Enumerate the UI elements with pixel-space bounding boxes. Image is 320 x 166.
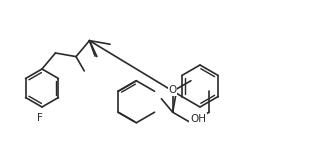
- Text: O: O: [169, 85, 177, 95]
- Text: F: F: [37, 113, 43, 123]
- Text: OH: OH: [190, 114, 206, 124]
